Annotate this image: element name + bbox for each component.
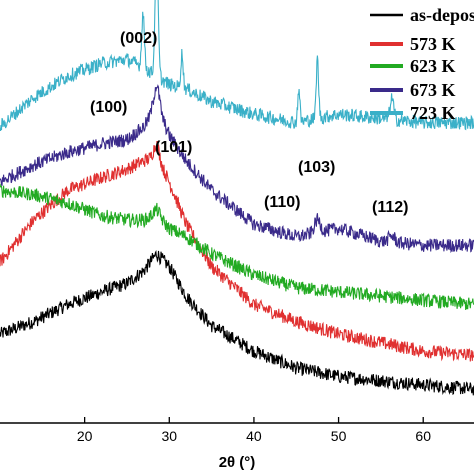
x-tick-label-4: 60 [415, 428, 431, 444]
series-line-1 [0, 140, 474, 362]
series-line-3 [0, 84, 474, 254]
peak-label-101: (101) [155, 139, 192, 156]
peak-label-110: (110) [264, 194, 300, 211]
x-axis-title: 2θ (°) [219, 454, 256, 471]
legend-label-2: 623 K [410, 56, 456, 76]
x-tick-label-0: 20 [77, 428, 93, 444]
series-line-2 [0, 183, 474, 311]
legend-label-0: as-depos [410, 5, 474, 25]
peak-labels: (002) (100) (101) (110) (103) (112) [90, 30, 408, 216]
series-line-0 [0, 249, 474, 396]
legend: as-depos 573 K 623 K 673 K 723 K [370, 5, 474, 123]
x-tick-label-2: 40 [246, 428, 262, 444]
peak-label-103: (103) [298, 159, 335, 176]
legend-label-1: 573 K [410, 34, 456, 54]
peak-label-112: (112) [372, 199, 408, 216]
legend-item-4: 723 K [370, 103, 456, 123]
legend-item-1: 573 K [370, 34, 456, 54]
legend-label-3: 673 K [410, 80, 456, 100]
legend-label-4: 723 K [410, 103, 456, 123]
series-layer [0, 0, 474, 396]
legend-item-3: 673 K [370, 80, 456, 100]
peak-label-002: (002) [120, 30, 157, 47]
peak-label-100: (100) [90, 99, 127, 116]
x-axis: 20 30 40 50 60 [77, 417, 431, 444]
legend-item-2: 623 K [370, 56, 456, 76]
legend-item-0: as-depos [370, 5, 474, 25]
x-tick-label-1: 30 [161, 428, 177, 444]
x-tick-label-3: 50 [331, 428, 347, 444]
series-line-4 [0, 0, 474, 131]
